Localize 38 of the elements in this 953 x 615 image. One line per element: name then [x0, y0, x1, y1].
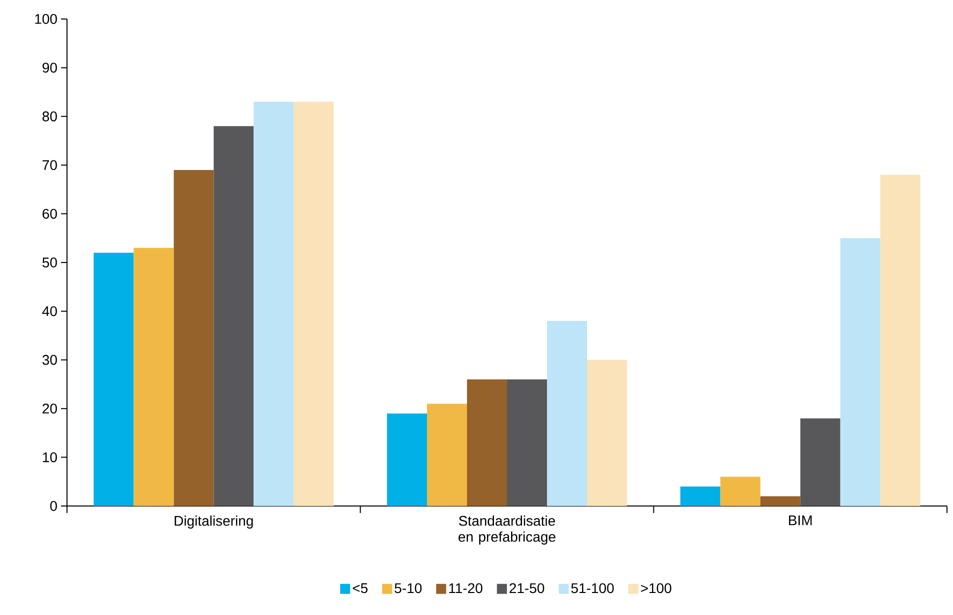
- bar: [720, 476, 760, 506]
- bar: [214, 126, 254, 506]
- legend-label: <5: [352, 583, 368, 594]
- bar: [467, 379, 508, 506]
- bar: [387, 413, 427, 506]
- bar: [760, 496, 800, 506]
- legend-label: 21-50: [510, 583, 544, 594]
- x-tick-label: Standaardisatie en prefabricage: [458, 516, 556, 545]
- bar: [174, 170, 214, 506]
- bar: [880, 174, 920, 506]
- y-tick-label: 10: [42, 452, 57, 462]
- y-tick-label: 100: [35, 14, 57, 24]
- bar: [94, 252, 134, 506]
- bar: [680, 486, 720, 506]
- bar: [507, 379, 548, 506]
- y-tick-label: 0: [50, 501, 57, 511]
- bar: [254, 102, 294, 506]
- x-tick-label: Digitalisering: [174, 516, 253, 529]
- bar: [294, 102, 334, 506]
- y-tick-label: 50: [42, 258, 57, 268]
- y-tick-label: 70: [42, 160, 57, 170]
- y-tick-label: 30: [42, 354, 57, 365]
- bar: [840, 238, 880, 506]
- y-tick-label: 80: [42, 111, 57, 122]
- bar: [427, 404, 468, 506]
- legend-label: 5-10: [394, 583, 422, 594]
- y-tick-label: 20: [42, 404, 57, 414]
- legend-label: >100: [640, 583, 672, 594]
- x-tick-label: BIM: [789, 516, 812, 526]
- legend-label: 11-20: [449, 583, 482, 594]
- bar: [134, 248, 174, 506]
- bar: [800, 418, 840, 506]
- y-tick-label: 90: [42, 62, 57, 73]
- y-tick-label: 60: [42, 208, 57, 219]
- legend-label: 51-100: [571, 583, 614, 594]
- bar: [547, 320, 588, 506]
- bar: [587, 360, 627, 506]
- y-tick-label: 40: [42, 306, 57, 316]
